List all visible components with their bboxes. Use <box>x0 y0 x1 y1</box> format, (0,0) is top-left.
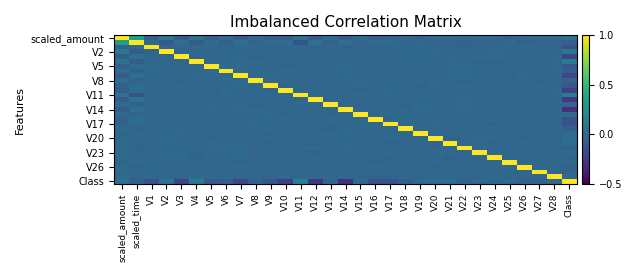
Title: Imbalanced Correlation Matrix: Imbalanced Correlation Matrix <box>230 15 461 30</box>
Y-axis label: Features: Features <box>15 86 25 134</box>
